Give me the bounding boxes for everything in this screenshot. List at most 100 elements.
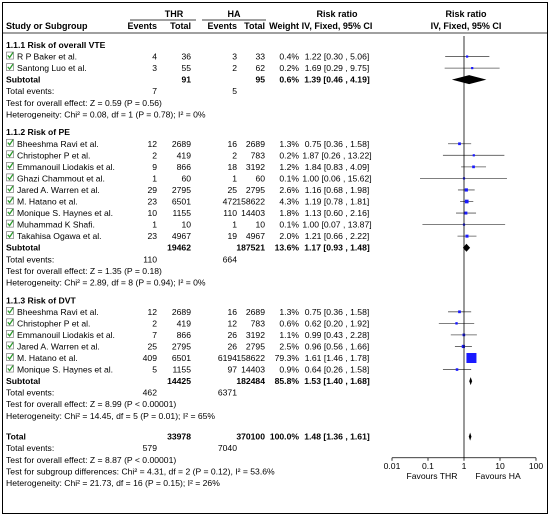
study-name: Bheeshma Ravi et al. (17, 307, 99, 317)
risk-ratio-ci: 1.69 [0.29 , 9.75] (305, 63, 370, 73)
events-ha: 1 (232, 220, 237, 230)
total-ha: 2689 (246, 307, 265, 317)
point-estimate-square (465, 55, 469, 58)
total-events-label: Total events: (6, 388, 54, 398)
risk-ratio-ci: 0.75 [0.36 , 1.58] (305, 307, 370, 317)
risk-ratio-ci: 1.19 [0.78 , 1.81] (305, 197, 370, 207)
total-events-label: Total events: (6, 254, 54, 264)
checkbox-box (6, 341, 14, 350)
risk-ratio-ci: 1.22 [0.30 , 5.06] (305, 52, 370, 62)
total-events-ha: 5 (232, 86, 237, 96)
point-estimate-square (458, 142, 461, 146)
subtotal-label: Subtotal (6, 75, 40, 85)
study-checkbox (6, 353, 14, 361)
total-ha: 62 (255, 63, 265, 73)
check-icon (7, 197, 14, 204)
risk-ratio-ci: 1.00 [0.07 , 13.87] (302, 220, 371, 230)
total-thr: 33978 (167, 432, 191, 442)
checkbox-box (6, 318, 14, 327)
weight-value: 4.3% (279, 197, 299, 207)
events1-header: Events (127, 21, 157, 31)
total-thr: 419 (177, 150, 192, 160)
events-ha: 472 (223, 197, 238, 207)
total-ha: 4967 (246, 231, 265, 241)
risk-ratio-ci: 0.96 [0.56 , 1.66] (305, 341, 370, 351)
plot-column-subtitle: IV, Fixed, 95% CI (431, 21, 502, 31)
study-name: Ghazi Chammout et al. (17, 173, 105, 183)
pooled-diamond (451, 75, 487, 85)
point-estimate-square (458, 310, 461, 314)
heterogeneity-stat: Heterogeneity: Chi² = 14.45, df = 5 (P =… (6, 411, 215, 421)
x-tick-label: 100 (529, 461, 544, 471)
study-checkbox (6, 173, 14, 182)
x-axis: 0.01 0.1 1 10 100 Favours THR Favours HA (384, 36, 544, 481)
total-thr: 6501 (172, 353, 191, 363)
total-ha: 3192 (246, 330, 265, 340)
events-ha: 110 (223, 208, 237, 218)
rr-column-subtitle: IV, Fixed, 95% CI (302, 21, 373, 31)
checkbox-box (6, 162, 14, 170)
total-thr: 2795 (172, 185, 191, 195)
point-estimate-square (465, 234, 469, 238)
total-ha: 2795 (246, 185, 265, 195)
study-name: Santong Luo et al. (17, 63, 87, 73)
events-thr: 12 (147, 139, 157, 149)
total-ha: 33 (255, 52, 265, 62)
subgroup-title: 1.1.1 Risk of overall VTE (6, 40, 106, 50)
total-thr: 6501 (172, 197, 191, 207)
footer-statistic: Test for overall effect: Z = 8.87 (P < 0… (6, 455, 176, 465)
total-thr: 1155 (173, 365, 192, 375)
group2-header: HA (228, 9, 241, 19)
total-ci: 1.48 [1.36 , 1.61] (304, 432, 370, 442)
risk-ratio-ci: 0.75 [0.36 , 1.58] (305, 139, 370, 149)
total-ha: 60 (255, 173, 265, 183)
total-ha: 783 (251, 150, 266, 160)
weight-header: Weight (269, 21, 299, 31)
total-thr: 36 (181, 52, 191, 62)
weight-value: 1.1% (279, 330, 299, 340)
checkbox-box (6, 173, 14, 182)
point-estimate-square (466, 353, 477, 364)
events-thr: 1 (152, 220, 157, 230)
study-checkbox (6, 219, 14, 228)
events-ha: 19 (227, 231, 237, 241)
heterogeneity-stat: Heterogeneity: Chi² = 0.08, df = 1 (P = … (6, 109, 206, 119)
subgroup-title: 1.1.2 Risk of PE (6, 127, 70, 137)
study-checkbox (6, 208, 14, 216)
subtotal-total-thr: 91 (181, 75, 191, 85)
weight-value: 0.2% (279, 63, 299, 73)
weight-value: 0.1% (279, 220, 299, 230)
total-thr: 10 (181, 220, 191, 230)
events-ha: 3 (232, 52, 237, 62)
total-ha: 2795 (246, 341, 265, 351)
check-icon (7, 307, 14, 314)
study-checkbox (6, 185, 14, 193)
events-thr: 29 (147, 185, 157, 195)
study-name: R P Baker et al. (17, 52, 77, 62)
x-tick-label: 0.01 (384, 461, 401, 471)
events-ha: 6194 (218, 353, 237, 363)
subtotal-total-ha: 187521 (236, 243, 265, 253)
weight-value: 79.3% (275, 353, 300, 363)
check-icon (7, 150, 14, 158)
check-icon (7, 342, 14, 349)
subtotal-total-ha: 182484 (236, 376, 265, 386)
risk-ratio-ci: 1.87 [0.26 , 13.22] (302, 150, 371, 160)
checkbox-box (6, 364, 14, 373)
events-ha: 25 (227, 185, 237, 195)
study-checkbox (6, 63, 14, 71)
study-checkbox (6, 196, 14, 205)
heterogeneity-stat: Heterogeneity: Chi² = 2.89, df = 8 (P = … (6, 277, 206, 287)
total-thr: 866 (177, 330, 192, 340)
study-name: Monique S. Haynes et al. (17, 365, 113, 375)
events-ha: 97 (227, 365, 237, 375)
events-thr: 409 (143, 353, 158, 363)
total-ha: 14403 (241, 208, 265, 218)
checkbox-box (6, 353, 14, 361)
risk-ratio-ci: 1.00 [0.06 , 15.62] (302, 173, 371, 183)
events-thr: 23 (147, 197, 157, 207)
total-ha: 783 (251, 318, 266, 328)
total1-header: Total (170, 21, 191, 31)
check-icon (7, 330, 14, 337)
